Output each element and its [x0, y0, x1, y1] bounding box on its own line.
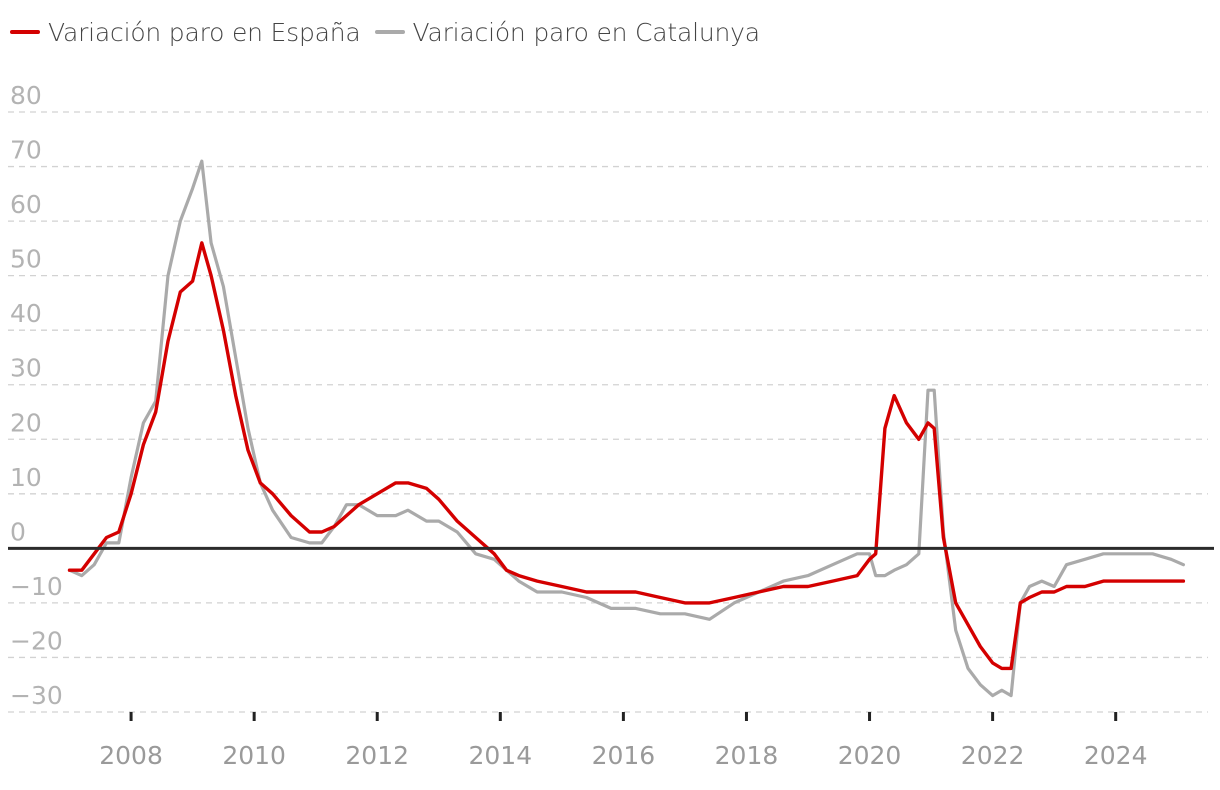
x-tick-label: 2016: [592, 741, 656, 770]
x-tick-label: 2008: [99, 741, 163, 770]
legend-swatch-catalunya: [374, 30, 405, 34]
x-tick-label: 2024: [1084, 741, 1148, 770]
x-tick-label: 2020: [838, 741, 902, 770]
x-axis-ticks: 2008 2010 2012 2014 2016 2018 2020 2022 2024: [99, 712, 1148, 770]
chart-legend: Variación paro en España Variación paro …: [10, 14, 760, 50]
y-tick-label: 60: [10, 190, 42, 219]
y-tick-label: 80: [10, 81, 42, 110]
y-tick-label: 10: [10, 463, 42, 492]
series-line-espana: [67, 241, 1186, 671]
x-tick-label: 2010: [222, 741, 286, 770]
series-line-catalunya: [67, 159, 1185, 698]
y-tick-label: 30: [10, 354, 42, 383]
y-tick-label: −30: [10, 681, 63, 710]
y-tick-label: −10: [10, 572, 63, 601]
y-tick-label: 50: [10, 245, 42, 274]
x-tick-label: 2012: [345, 741, 409, 770]
grid-lines: [8, 111, 1208, 713]
legend-label-espana: Variación paro en España: [48, 17, 361, 47]
series-lines: [67, 159, 1186, 698]
legend-item-espana[interactable]: Variación paro en España: [10, 18, 361, 47]
legend-label-catalunya: Variación paro en Catalunya: [412, 17, 761, 47]
legend-item-catalunya[interactable]: Variación paro en Catalunya: [374, 17, 761, 47]
y-tick-label: 40: [10, 299, 42, 328]
x-tick-label: 2018: [715, 741, 779, 770]
x-tick-label: 2022: [961, 741, 1025, 770]
y-tick-label: 0: [10, 517, 26, 546]
y-tick-label: 70: [10, 136, 42, 165]
y-axis-ticks: 80 70 60 50 40 30 20 10 0 −10 −20 −30: [10, 81, 63, 710]
y-tick-label: 20: [10, 408, 42, 437]
x-tick-label: 2014: [468, 741, 532, 770]
y-tick-label: −20: [10, 626, 63, 655]
legend-swatch-espana: [10, 30, 40, 34]
